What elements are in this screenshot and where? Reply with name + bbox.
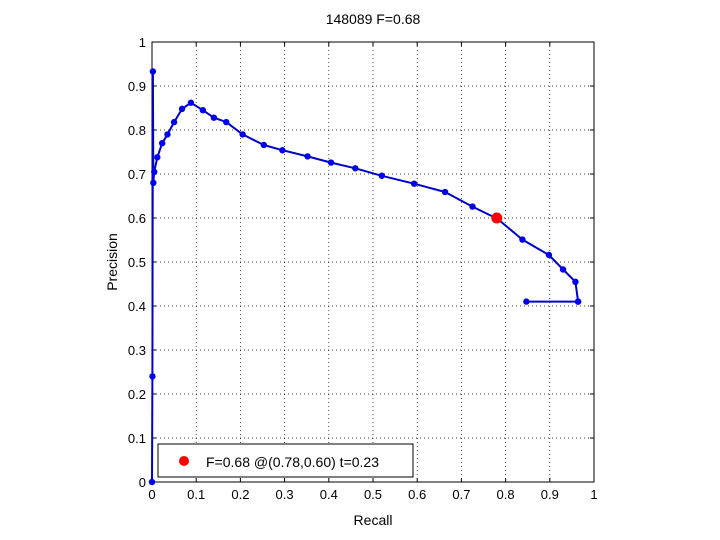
data-point <box>199 107 207 114</box>
data-point <box>572 278 579 285</box>
data-point <box>260 141 268 149</box>
y-tick-label: 0.3 <box>128 343 146 358</box>
y-axis-label: Precision <box>104 233 120 291</box>
legend-box <box>157 443 414 478</box>
series <box>148 68 582 486</box>
best-f-point <box>491 212 503 224</box>
y-tick-label: 0.8 <box>128 123 146 138</box>
y-tick-label: 1 <box>139 35 146 50</box>
legend-label: F=0.68 @(0.78,0.60) t=0.23 <box>206 454 379 470</box>
y-tick-label: 0.2 <box>128 387 146 402</box>
x-tick-label: 0 <box>148 487 155 502</box>
data-point <box>149 373 156 380</box>
legend-best-marker <box>179 456 189 466</box>
data-point <box>410 180 418 187</box>
x-tick-label: 0.6 <box>408 487 426 502</box>
data-point <box>327 159 335 166</box>
data-point <box>279 147 286 154</box>
y-tick-label: 0.7 <box>128 167 146 182</box>
data-point <box>545 251 553 259</box>
data-point <box>170 118 178 126</box>
x-tick-label: 1 <box>590 487 597 502</box>
y-tick-label: 0.1 <box>128 431 146 446</box>
data-point <box>149 68 157 75</box>
y-tick-label: 0.9 <box>128 79 146 94</box>
x-tick-label: 0.8 <box>497 487 515 502</box>
series-line <box>151 70 580 483</box>
data-point <box>210 114 218 121</box>
data-point <box>223 118 230 126</box>
data-point <box>150 179 157 186</box>
x-tick-label: 0.2 <box>231 487 249 502</box>
x-tick-label: 0.7 <box>452 487 470 502</box>
data-point <box>469 203 476 210</box>
data-point <box>304 153 311 160</box>
axis-ticks: 0 0.1 0.2 0.3 0.4 0.5 0.6 0.7 0.8 0.9 1 0 0.1 0.2 0.3 0… <box>128 35 598 502</box>
grid <box>152 42 594 482</box>
y-tick-label: 0.6 <box>128 211 146 226</box>
x-tick-label: 0.3 <box>276 487 294 502</box>
y-tick-label: 0.4 <box>128 299 146 314</box>
legend: F=0.68 @(0.78,0.60) t=0.23 <box>157 443 414 478</box>
data-point <box>148 478 156 486</box>
data-point <box>574 298 582 305</box>
chart-title: 148089 F=0.68 <box>326 11 421 27</box>
data-point <box>239 131 246 138</box>
data-point <box>441 188 449 196</box>
data-point <box>352 165 359 172</box>
data-point <box>519 236 526 243</box>
x-tick-label: 0.4 <box>320 487 338 502</box>
data-point <box>164 131 171 138</box>
data-point <box>154 154 161 161</box>
data-point <box>187 99 195 106</box>
x-tick-label: 0.5 <box>364 487 382 502</box>
data-point <box>158 140 166 147</box>
y-tick-label: 0 <box>139 475 146 490</box>
data-point <box>178 105 186 113</box>
x-axis-label: Recall <box>354 512 393 528</box>
data-point <box>559 266 567 273</box>
x-tick-label: 0.9 <box>541 487 559 502</box>
y-tick-label: 0.5 <box>128 255 146 270</box>
data-point <box>378 172 386 179</box>
x-tick-label: 0.1 <box>187 487 205 502</box>
data-point <box>523 298 530 305</box>
data-point <box>151 168 158 175</box>
